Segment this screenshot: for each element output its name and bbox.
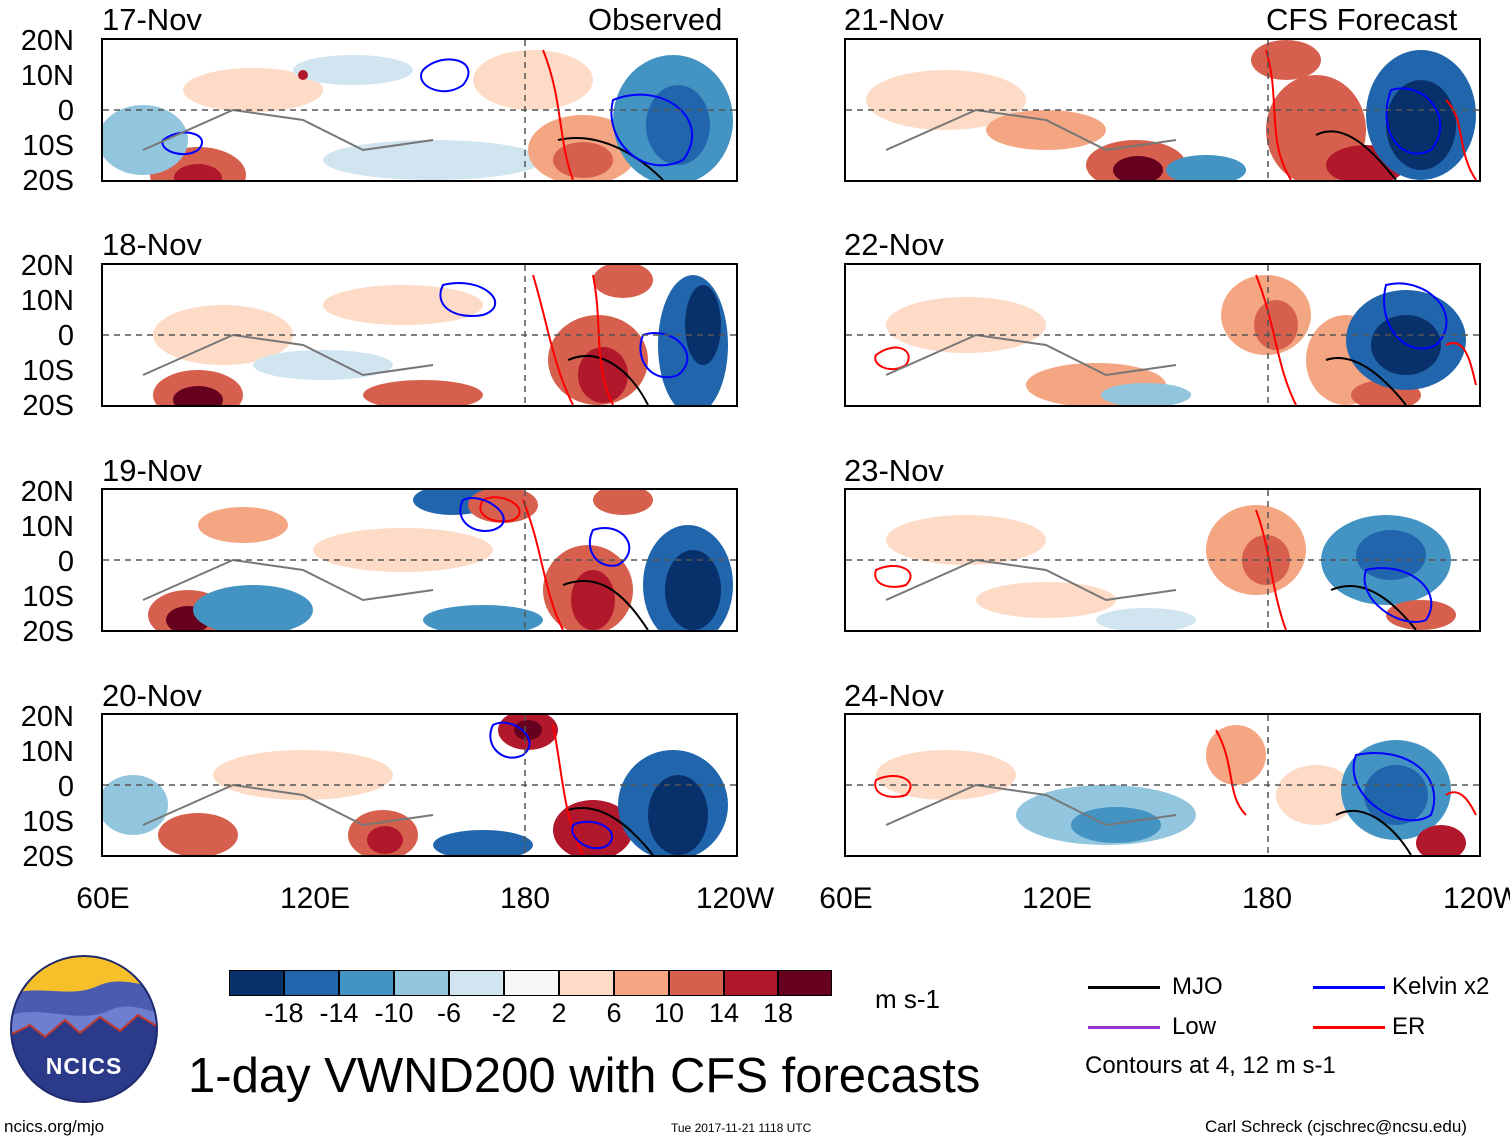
- panel-date-23-nov: 23-Nov: [844, 453, 944, 488]
- map-panel-20-nov: [101, 713, 738, 857]
- x-tick: 120E: [1021, 882, 1093, 915]
- footer-url: ncics.org/mjo: [4, 1117, 105, 1136]
- map-panel-18-nov: [101, 263, 738, 407]
- legend-label-kelvin: Kelvin x2: [1392, 973, 1490, 1000]
- logo-text: NCICS: [45, 1053, 123, 1079]
- x-tick: 180: [499, 882, 551, 915]
- colorbar-swatch: [504, 970, 559, 996]
- y-tick: 0: [57, 320, 74, 352]
- legend-line-mjo: [1088, 986, 1160, 989]
- panel-date-18-nov: 18-Nov: [102, 227, 202, 262]
- chart-title: 1-day VWND200 with CFS forecasts: [188, 1049, 981, 1103]
- map-panel-19-nov: [101, 488, 738, 632]
- colorbar-swatch: [229, 970, 284, 996]
- footer-timestamp: Tue 2017-11-21 1118 UTC: [671, 1121, 812, 1135]
- footer-author: Carl Schreck (cjschrec@ncsu.edu): [1205, 1117, 1467, 1136]
- y-tick: 10S: [22, 806, 74, 838]
- observed-label: Observed: [588, 2, 723, 37]
- y-tick: 10S: [22, 130, 74, 162]
- colorbar-label: 18: [762, 998, 794, 1028]
- y-tick: 0: [57, 546, 74, 578]
- legend-label-low: Low: [1172, 1013, 1217, 1040]
- colorbar-swatch: [669, 970, 724, 996]
- colorbar-swatch: [449, 970, 504, 996]
- contour-note: Contours at 4, 12 m s-1: [1085, 1052, 1336, 1079]
- panel-date-20-nov: 20-Nov: [102, 678, 202, 713]
- legend-line-er: [1313, 1026, 1385, 1029]
- colorbar-label: 6: [606, 998, 622, 1028]
- x-tick: 120E: [279, 882, 351, 915]
- y-tick: 20S: [22, 841, 74, 873]
- y-tick: 10N: [20, 285, 74, 317]
- x-tick: 180: [1241, 882, 1293, 915]
- y-tick: 0: [57, 771, 74, 803]
- colorbar-swatch: [778, 970, 832, 996]
- panel-date-19-nov: 19-Nov: [102, 453, 202, 488]
- panel-date-22-nov: 22-Nov: [844, 227, 944, 262]
- y-tick: 10S: [22, 355, 74, 387]
- colorbar-label: -10: [374, 998, 414, 1028]
- colorbar-label: -6: [436, 998, 462, 1028]
- colorbar-label: 14: [708, 998, 740, 1028]
- map-panel-24-nov: [844, 713, 1481, 857]
- panel-date-24-nov: 24-Nov: [844, 678, 944, 713]
- colorbar-units: m s-1: [875, 984, 940, 1014]
- y-tick: 0: [57, 95, 74, 127]
- y-tick: 20N: [20, 476, 74, 508]
- panel-date-17-nov: 17-Nov: [102, 2, 202, 37]
- colorbar-label: 10: [653, 998, 685, 1028]
- legend-line-kelvin: [1313, 986, 1385, 989]
- x-tick: 120W: [1443, 882, 1510, 915]
- map-panel-23-nov: [844, 488, 1481, 632]
- y-tick: 10S: [22, 581, 74, 613]
- legend-label-mjo: MJO: [1172, 973, 1223, 1000]
- map-panel-22-nov: [844, 263, 1481, 407]
- y-tick: 20S: [22, 616, 74, 648]
- y-tick: 20S: [22, 390, 74, 422]
- forecast-label: CFS Forecast: [1266, 2, 1458, 37]
- x-tick: 120W: [695, 882, 775, 915]
- colorbar-swatch: [284, 970, 339, 996]
- ncics-logo: NCICS: [10, 955, 158, 1103]
- colorbar-swatch: [559, 970, 614, 996]
- colorbar-swatch: [394, 970, 449, 996]
- y-tick: 20N: [20, 701, 74, 733]
- y-tick: 20S: [22, 165, 74, 197]
- colorbar-swatch: [724, 970, 778, 996]
- x-tick: 60E: [819, 882, 873, 915]
- colorbar-swatch: [614, 970, 669, 996]
- y-tick: 10N: [20, 736, 74, 768]
- y-tick: 20N: [20, 25, 74, 57]
- colorbar-label: -18: [264, 998, 304, 1028]
- legend-line-low: [1088, 1026, 1160, 1029]
- colorbar-swatch: [339, 970, 394, 996]
- y-tick: 10N: [20, 511, 74, 543]
- y-tick: 20N: [20, 250, 74, 282]
- y-tick: 10N: [20, 60, 74, 92]
- colorbar-label: 2: [551, 998, 567, 1028]
- x-tick: 60E: [76, 882, 130, 915]
- colorbar-label: -14: [319, 998, 359, 1028]
- panel-date-21-nov: 21-Nov: [844, 2, 944, 37]
- map-panel-21-nov: [844, 38, 1481, 182]
- legend-label-er: ER: [1392, 1013, 1426, 1040]
- colorbar-label: -2: [491, 998, 517, 1028]
- map-panel-17-nov: [101, 38, 738, 182]
- colorbar: [229, 970, 832, 996]
